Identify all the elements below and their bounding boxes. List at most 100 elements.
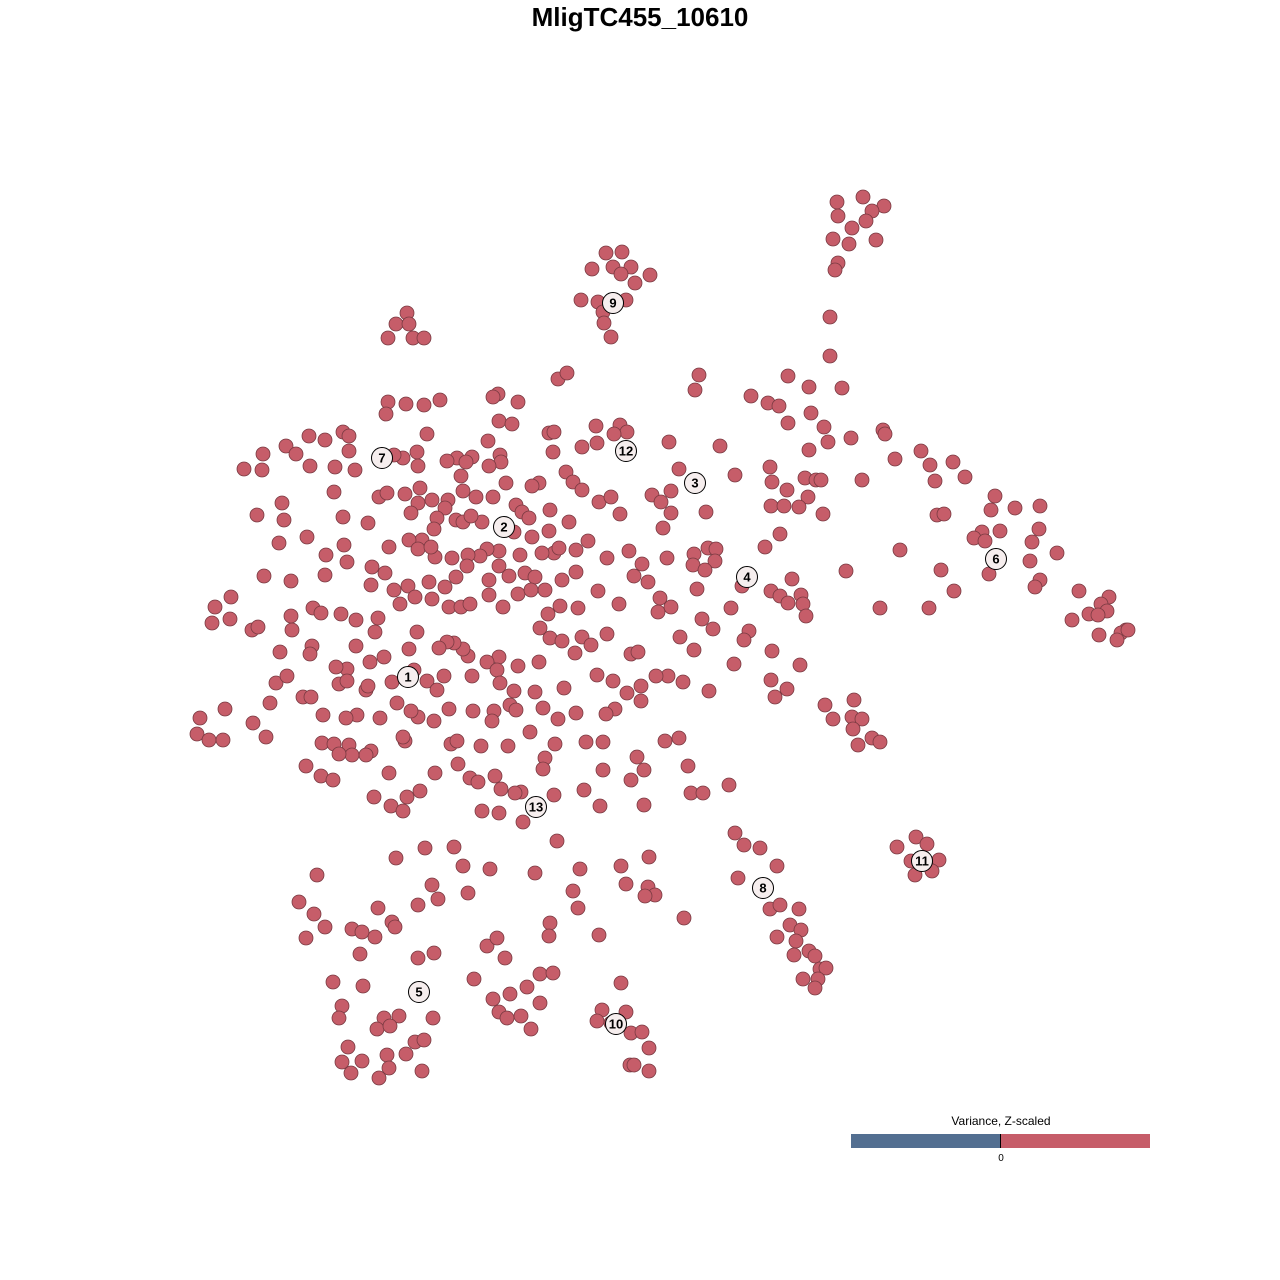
data-point [522, 724, 538, 740]
data-point [487, 768, 503, 784]
data-point [362, 654, 378, 670]
data-point [868, 232, 884, 248]
data-point [680, 758, 696, 774]
data-point [598, 245, 614, 261]
data-point [426, 521, 442, 537]
legend-high-segment [1000, 1134, 1150, 1148]
data-point [568, 542, 584, 558]
data-point [626, 1057, 642, 1073]
data-point [340, 1039, 356, 1055]
data-point [288, 446, 304, 462]
data-point [542, 502, 558, 518]
data-point [278, 438, 294, 454]
data-point [412, 480, 428, 496]
cluster-label-text: 8 [759, 881, 766, 896]
data-point [527, 865, 543, 881]
data-point [779, 482, 795, 498]
data-point [291, 894, 307, 910]
data-point [1024, 534, 1040, 550]
data-point [671, 730, 687, 746]
data-point [343, 1065, 359, 1081]
data-point [957, 469, 973, 485]
data-point [549, 833, 565, 849]
data-point [698, 504, 714, 520]
data-point [671, 461, 687, 477]
data-point [636, 762, 652, 778]
data-point [399, 789, 415, 805]
cluster-label-badge [736, 566, 758, 588]
data-point [367, 624, 383, 640]
cluster-label: 7 [371, 447, 393, 469]
data-point [317, 919, 333, 935]
data-point [599, 550, 615, 566]
data-point [492, 675, 508, 691]
data-point [431, 640, 447, 656]
data-point [663, 505, 679, 521]
data-point [727, 467, 743, 483]
cluster-label-text: 3 [691, 476, 698, 491]
data-point [510, 586, 526, 602]
data-point [504, 416, 520, 432]
data-point [485, 489, 501, 505]
data-point [429, 682, 445, 698]
cluster-label-text: 6 [992, 552, 999, 567]
data-point [256, 568, 272, 584]
data-point [598, 706, 614, 722]
data-point [780, 368, 796, 384]
data-point [636, 797, 652, 813]
data-point [397, 486, 413, 502]
data-point [845, 721, 861, 737]
data-point [583, 637, 599, 653]
data-point [360, 515, 376, 531]
data-point [262, 695, 278, 711]
cluster-label-badge [493, 516, 515, 538]
data-point [559, 365, 575, 381]
cluster-label-text: 13 [529, 800, 543, 815]
data-point [386, 582, 402, 598]
data-point [423, 539, 439, 555]
data-point [299, 529, 315, 545]
data-point [605, 673, 621, 689]
data-point [303, 689, 319, 705]
data-point [401, 316, 417, 332]
data-point [791, 499, 807, 515]
data-point [371, 1070, 387, 1086]
data-point [358, 747, 374, 763]
data-point [661, 434, 677, 450]
data-point [822, 309, 838, 325]
data-point [348, 638, 364, 654]
data-point [426, 945, 442, 961]
data-point [255, 446, 271, 462]
data-point [419, 673, 435, 689]
data-point [215, 732, 231, 748]
cluster-label: 6 [985, 548, 1007, 570]
cluster-label-text: 10 [609, 1017, 623, 1032]
points-layer [189, 189, 1136, 1086]
data-point [245, 715, 261, 731]
data-point [650, 604, 666, 620]
data-point [465, 703, 481, 719]
data-point [325, 772, 341, 788]
data-point [803, 405, 819, 421]
cluster-label-text: 9 [609, 296, 616, 311]
data-point [850, 737, 866, 753]
data-point [552, 598, 568, 614]
data-point [820, 434, 836, 450]
data-point [822, 348, 838, 364]
cluster-label-text: 11 [915, 854, 929, 869]
data-point [506, 683, 522, 699]
data-point [333, 606, 349, 622]
data-point [591, 927, 607, 943]
data-point [611, 596, 627, 612]
data-point [317, 432, 333, 448]
data-point [499, 1010, 515, 1026]
data-point [479, 938, 495, 954]
data-point [531, 654, 547, 670]
data-point [425, 1010, 441, 1026]
data-point [701, 683, 717, 699]
data-point [540, 606, 556, 622]
cluster-label: 1 [397, 666, 419, 688]
data-point [223, 589, 239, 605]
data-point [933, 562, 949, 578]
data-point [439, 453, 455, 469]
